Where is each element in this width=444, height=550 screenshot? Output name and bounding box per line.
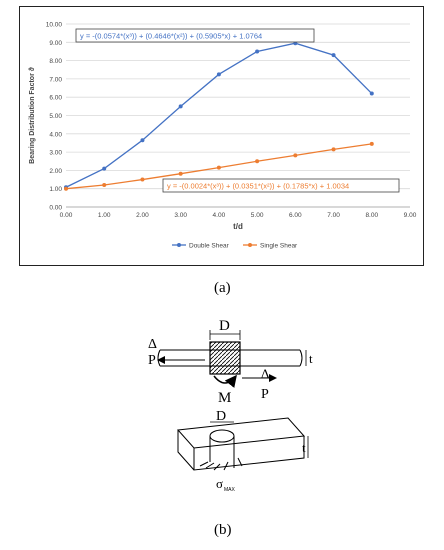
- legend-label: Double Shear: [189, 243, 230, 250]
- x-tick-label: 4.00: [213, 212, 226, 219]
- bearing-factor-chart: 0.00 1.00 2.00 3.00 4.00 5.00 6.00 7.00 8.00 9.00…: [29, 22, 417, 250]
- trendline-equation: y = -(0.0574*(x³)) + (0.4646*(x²)) + (0.…: [80, 32, 262, 41]
- label-p-left: P: [148, 353, 156, 368]
- x-tick-label: 5.00: [251, 212, 264, 219]
- plate-block-3d: [176, 417, 306, 471]
- x-tick-label: 0.00: [60, 212, 73, 219]
- caption-a: (a): [214, 280, 231, 296]
- label-d-top: D: [219, 318, 230, 334]
- trendline-equation: y = -(0.0024*(x³)) + (0.0351*(x²)) + (0.…: [167, 182, 349, 191]
- y-tick-label: 5.00: [49, 113, 62, 120]
- y-tick-label: 1.00: [49, 186, 62, 193]
- y-tick-label: 6.00: [49, 95, 62, 102]
- data-point: [293, 153, 298, 158]
- x-tick-label: 3.00: [174, 212, 187, 219]
- y-tick-label: 8.00: [49, 58, 62, 65]
- equation-box: [162, 178, 400, 193]
- label-p-right: P: [261, 387, 269, 402]
- x-tick-label: 9.00: [404, 212, 417, 219]
- y-tick-label: 4.00: [49, 131, 62, 138]
- legend-marker: [177, 243, 181, 247]
- fastener-section: [209, 341, 241, 375]
- moment-arrow: [213, 374, 237, 388]
- data-point: [216, 165, 221, 170]
- y-tick-label: 0.00: [49, 205, 62, 212]
- x-tick-label: 2.00: [136, 212, 149, 219]
- x-tick-label: 1.00: [98, 212, 111, 219]
- x-axis-label: t/d: [233, 222, 243, 231]
- x-tick-label: 8.00: [365, 212, 378, 219]
- legend-label: Single Shear: [260, 243, 298, 250]
- chart-frame: 0.00 1.00 2.00 3.00 4.00 5.00 6.00 7.00 8.00 9.00…: [19, 6, 424, 266]
- data-point: [178, 104, 183, 109]
- legend-marker: [248, 243, 252, 247]
- label-d-block: D: [216, 409, 226, 424]
- data-point: [178, 171, 183, 176]
- data-point: [140, 177, 145, 182]
- data-point: [369, 91, 374, 96]
- label-t-block: t: [302, 440, 306, 455]
- label-sigma: σ: [216, 476, 223, 491]
- x-tick-label: 6.00: [289, 212, 302, 219]
- y-tick-label: 9.00: [49, 40, 62, 47]
- joint-diagram: D t Δ P M Δ P D t σ MAX: [148, 318, 313, 493]
- x-tick-label: 7.00: [327, 212, 340, 219]
- data-point: [369, 141, 374, 146]
- caption-b: (b): [214, 522, 232, 538]
- data-point: [331, 53, 336, 58]
- y-tick-label: 7.00: [49, 76, 62, 83]
- data-point: [140, 138, 145, 143]
- data-point: [255, 159, 260, 164]
- y-tick-label: 10.00: [46, 22, 63, 29]
- label-t-top: t: [309, 351, 313, 366]
- data-point: [64, 186, 68, 191]
- data-point: [102, 183, 107, 188]
- data-point: [255, 49, 260, 54]
- y-tick-label: 2.00: [49, 168, 62, 175]
- label-delta-right: Δ: [261, 366, 269, 381]
- data-point: [331, 147, 336, 152]
- label-delta-left: Δ: [148, 337, 157, 352]
- label-m: M: [218, 390, 231, 406]
- data-point: [102, 166, 107, 171]
- y-tick-label: 3.00: [49, 150, 62, 157]
- label-sigma-sub: MAX: [224, 487, 236, 493]
- data-point: [216, 72, 221, 77]
- y-axis-label: Bearing Distribution Factor ϑ: [29, 66, 36, 164]
- equation-box: [75, 28, 315, 43]
